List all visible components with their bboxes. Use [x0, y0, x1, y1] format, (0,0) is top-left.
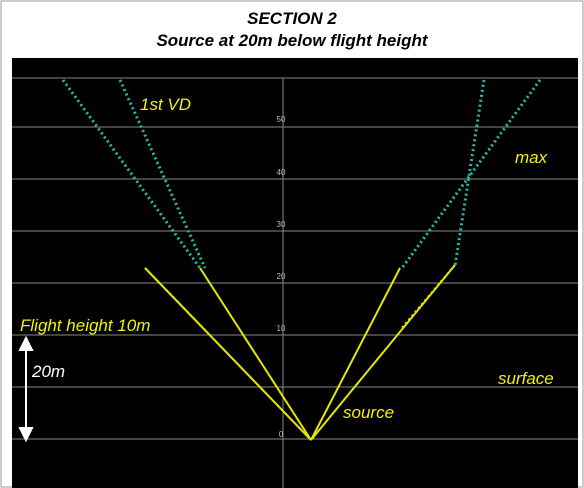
source-label: source: [343, 403, 394, 422]
scale-label: 40: [277, 168, 286, 177]
wavefronts: [61, 79, 542, 269]
title: SECTION 2: [247, 9, 337, 28]
surface-label: surface: [498, 369, 554, 388]
ray-dots: [144, 264, 456, 331]
grid: [12, 77, 578, 488]
scale-label: 30: [277, 220, 286, 229]
scale-labels: 50 40 30 20 10 0: [277, 115, 286, 439]
flight-height-label: Flight height 10m: [20, 316, 150, 335]
offset-label: 20m: [31, 362, 65, 381]
max-label: max: [515, 148, 548, 167]
subtitle: Source at 20m below flight height: [156, 31, 428, 50]
offset-arrow: [18, 335, 34, 443]
rays: [144, 264, 456, 441]
scale-label: 20: [277, 272, 286, 281]
scale-label: 10: [277, 324, 286, 333]
scale-label: 0: [279, 430, 284, 439]
first-vd-label: 1st VD: [140, 95, 191, 114]
scale-label: 50: [277, 115, 286, 124]
